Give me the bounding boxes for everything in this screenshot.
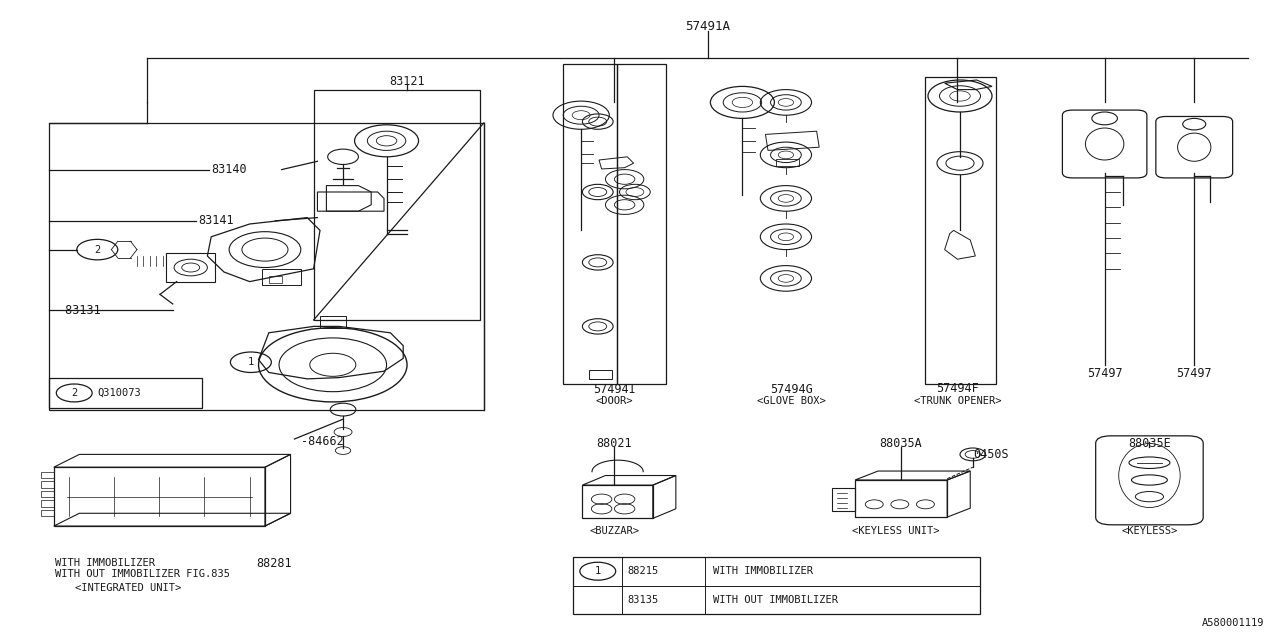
Text: 88035E: 88035E xyxy=(1128,437,1171,450)
Text: <DOOR>: <DOOR> xyxy=(595,396,634,406)
Bar xyxy=(617,64,666,384)
Text: -83131: -83131 xyxy=(58,304,100,317)
Text: <KEYLESS UNIT>: <KEYLESS UNIT> xyxy=(852,526,940,536)
Bar xyxy=(832,488,855,511)
Text: 57494F: 57494F xyxy=(936,382,979,395)
Text: 1: 1 xyxy=(248,357,253,367)
Text: WITH OUT IMMOBILIZER: WITH OUT IMMOBILIZER xyxy=(713,595,838,605)
Bar xyxy=(54,467,265,526)
Bar xyxy=(314,90,480,320)
Bar xyxy=(41,481,54,488)
Text: 57491A: 57491A xyxy=(685,20,731,33)
Text: 57494G: 57494G xyxy=(769,383,813,396)
Text: 0450S: 0450S xyxy=(973,448,1009,461)
Bar xyxy=(166,253,215,282)
Bar xyxy=(269,276,282,283)
Bar xyxy=(262,269,301,285)
Text: 83140: 83140 xyxy=(211,163,247,176)
Bar xyxy=(41,491,54,497)
Text: 88035A: 88035A xyxy=(879,437,923,450)
Bar xyxy=(49,378,202,408)
Bar xyxy=(589,370,612,379)
Text: <TRUNK OPENER>: <TRUNK OPENER> xyxy=(914,396,1001,406)
Text: 88281: 88281 xyxy=(256,557,292,570)
Bar xyxy=(582,485,653,518)
Text: A580001119: A580001119 xyxy=(1202,618,1265,628)
Text: 83135: 83135 xyxy=(627,595,658,605)
Text: WITH OUT IMMOBILIZER FIG.835: WITH OUT IMMOBILIZER FIG.835 xyxy=(55,569,230,579)
Text: WITH IMMOBILIZER: WITH IMMOBILIZER xyxy=(713,566,813,576)
Bar xyxy=(563,64,617,384)
Text: 57494I: 57494I xyxy=(593,383,636,396)
Bar xyxy=(320,316,346,328)
Bar xyxy=(855,480,947,517)
Text: 2: 2 xyxy=(72,388,77,398)
Bar xyxy=(776,159,799,166)
Text: 1: 1 xyxy=(595,566,600,576)
Bar xyxy=(925,77,996,384)
Bar xyxy=(573,557,980,614)
Text: 83141: 83141 xyxy=(198,214,234,227)
Text: 57497: 57497 xyxy=(1087,367,1123,380)
Text: <GLOVE BOX>: <GLOVE BOX> xyxy=(756,396,826,406)
Text: -84662: -84662 xyxy=(301,435,343,448)
Text: 2: 2 xyxy=(95,244,100,255)
Text: 88021: 88021 xyxy=(596,437,632,450)
Text: <INTEGRATED UNIT>: <INTEGRATED UNIT> xyxy=(74,582,182,593)
Text: <KEYLESS>: <KEYLESS> xyxy=(1121,526,1178,536)
Text: WITH IMMOBILIZER: WITH IMMOBILIZER xyxy=(55,558,155,568)
Text: 88215: 88215 xyxy=(627,566,658,576)
Text: Q310073: Q310073 xyxy=(97,388,141,398)
Text: 57497: 57497 xyxy=(1176,367,1212,380)
Bar xyxy=(41,472,54,478)
Bar xyxy=(41,510,54,516)
Bar xyxy=(41,500,54,507)
Text: 83121: 83121 xyxy=(389,76,425,88)
Text: <BUZZAR>: <BUZZAR> xyxy=(589,526,640,536)
Bar xyxy=(49,123,484,410)
